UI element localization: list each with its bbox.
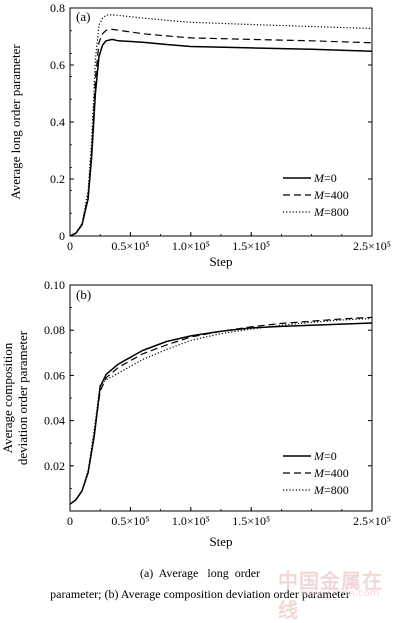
panel-label: (b) — [76, 287, 91, 302]
x-tick-label: 0 — [67, 239, 73, 253]
y-tick-label: 0.06 — [44, 368, 65, 382]
y-axis-label: Average long order parameter — [8, 44, 23, 200]
series-line-m-800 — [69, 14, 373, 237]
series-line-m-0 — [69, 322, 373, 505]
x-tick-label: 2.5×10⁵ — [353, 514, 391, 528]
legend-label: M=400 — [313, 466, 349, 480]
y-axis-label: Average composition — [0, 342, 15, 453]
series-line-m-400 — [69, 28, 373, 237]
x-tick-label: 1.5×10⁵ — [232, 514, 270, 528]
figure-caption-line-1: (a) Average long order — [139, 566, 261, 580]
y-tick-label: 0.8 — [50, 1, 65, 15]
figure-caption-line-2: parameter; (b) Average composition devia… — [50, 587, 350, 601]
legend-label: M=0 — [313, 171, 337, 185]
legend-label: M=400 — [313, 188, 349, 202]
series-line-m-400 — [69, 316, 373, 505]
legend-label: M=800 — [313, 205, 349, 219]
y-tick-label: 0.6 — [50, 58, 65, 72]
y-tick-label: 0.4 — [50, 115, 65, 129]
x-tick-label: 0 — [67, 514, 73, 528]
legend-label: M=800 — [313, 483, 349, 497]
x-axis-label: Step — [209, 534, 232, 549]
watermark-logo-url: www.cnmn.com — [300, 588, 380, 599]
x-tick-label: 1.0×10⁵ — [172, 239, 210, 253]
x-tick-label: 1.0×10⁵ — [172, 514, 210, 528]
y-tick-label: 0.02 — [44, 459, 65, 473]
panel-label: (a) — [76, 9, 90, 24]
x-axis-label: Step — [209, 254, 232, 269]
y-tick-label: 0.10 — [44, 278, 65, 292]
x-tick-label: 0.5×10⁵ — [111, 239, 149, 253]
x-tick-label: 1.5×10⁵ — [232, 239, 270, 253]
y-tick-label: 0.2 — [50, 172, 65, 186]
y-tick-label: 0.04 — [44, 414, 65, 428]
legend-label: M=0 — [313, 449, 337, 463]
x-tick-label: 0.5×10⁵ — [111, 514, 149, 528]
series-line-m-800 — [69, 317, 373, 505]
y-axis-label: deviation order parameter — [15, 330, 30, 465]
y-tick-label: 0.08 — [44, 323, 65, 337]
x-tick-label: 2.5×10⁵ — [353, 239, 391, 253]
y-tick-label: 0 — [59, 229, 65, 243]
figure: 0 0.2 0.4 0.6 0.8 0 0.5×10⁵ 1.0×10⁵ 1.5×10⁵ 2.5×1… — [0, 1, 391, 549]
